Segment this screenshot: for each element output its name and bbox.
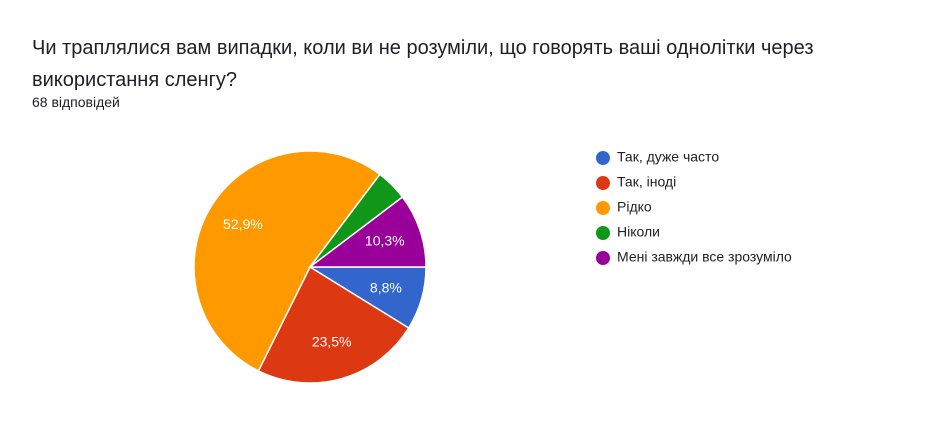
slice-label: 10,3% bbox=[365, 233, 405, 249]
legend-marker bbox=[596, 151, 610, 165]
slice-label: 52,9% bbox=[223, 216, 263, 232]
legend-label: Ніколи bbox=[617, 224, 660, 240]
legend-label: Мені завжди все зрозуміло bbox=[617, 249, 792, 265]
legend-marker bbox=[596, 176, 610, 190]
chart-subtitle: 68 відповідей bbox=[32, 94, 120, 110]
slice-label: 8,8% bbox=[370, 279, 402, 295]
legend-marker bbox=[596, 201, 610, 215]
legend-label: Так, дуже часто bbox=[617, 149, 719, 165]
pie-slice bbox=[307, 195, 427, 268]
chart-title: Чи траплялися вам випадки, коли ви не ро… bbox=[32, 37, 814, 91]
legend-marker bbox=[596, 251, 610, 265]
slice-label: 23,5% bbox=[312, 334, 352, 350]
legend-label: Так, іноді bbox=[617, 174, 676, 190]
legend-marker bbox=[596, 226, 610, 240]
pie-slice bbox=[193, 150, 381, 372]
legend-label: Рідко bbox=[617, 199, 652, 215]
